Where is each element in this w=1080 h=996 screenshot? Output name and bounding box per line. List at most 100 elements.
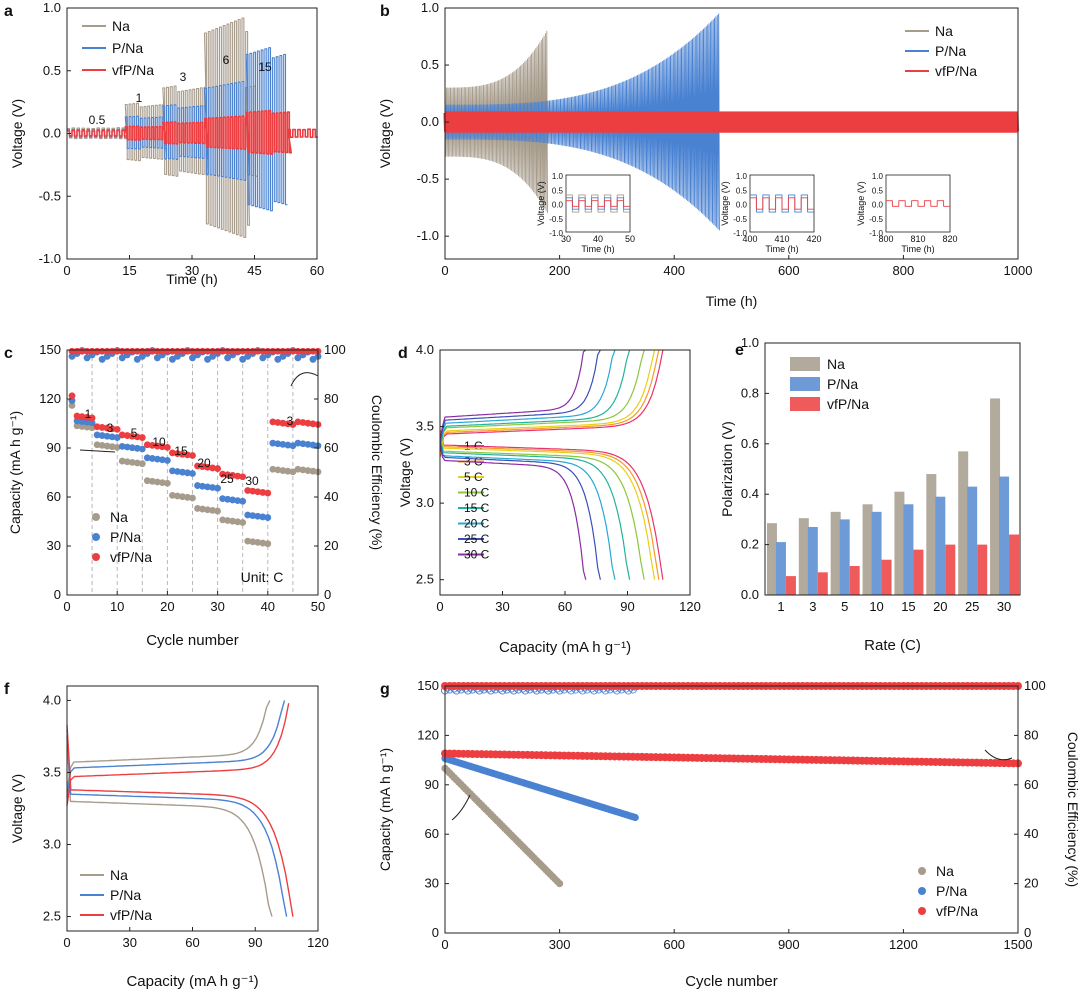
y-tick-label: 2.5: [416, 572, 434, 587]
bar-P/Na-30: [999, 476, 1010, 595]
legend-swatch: [790, 357, 820, 371]
capacity-point: [164, 457, 171, 464]
capacity-point: [219, 495, 227, 503]
ce-point: [133, 355, 141, 363]
capacity-point: [98, 424, 106, 431]
charge-curve-20 C: [439, 349, 616, 447]
capacity-point: [254, 488, 262, 496]
capacity-point: [133, 459, 141, 467]
inset-y-tick: 0.0: [552, 201, 564, 210]
legend-swatch: [790, 377, 820, 391]
inset-line: [566, 200, 630, 207]
discharge-curve-5 C: [439, 432, 656, 580]
x-tick-label: 60: [185, 935, 199, 950]
rate-label: 3: [287, 414, 294, 428]
capacity-point: [184, 469, 191, 477]
capacity-point: [113, 434, 121, 441]
x-tick-label: 90: [248, 935, 262, 950]
capacity-point: [83, 413, 91, 421]
charge-curve-30 C: [439, 349, 587, 441]
charge-curve-Na: [66, 700, 271, 792]
capacity-point: [219, 470, 227, 478]
capacity-point: [244, 487, 252, 494]
capacity-point: [274, 440, 282, 448]
capacity-point: [138, 460, 146, 468]
capacity-point: [294, 439, 302, 447]
panel-b-frame: [444, 7, 1019, 260]
inset-y-tick: -0.5: [733, 215, 747, 224]
capacity-point: [153, 455, 161, 463]
capacity-point: [299, 466, 307, 474]
capacity-point: [68, 402, 76, 409]
capacity-point: [209, 484, 216, 491]
capacity-point: [88, 414, 96, 422]
inset-y-tick: -1.0: [549, 229, 563, 238]
ce-point: [68, 352, 76, 360]
ce-point: [279, 352, 287, 360]
capacity-point: [234, 497, 242, 504]
cycling-line-vfP/Na: [443, 111, 1019, 133]
y-tick-label: -0.5: [417, 171, 439, 186]
capacity-point: [219, 516, 227, 524]
inset-x-tick: 810: [910, 234, 925, 244]
legend-30-C: 30 C: [464, 548, 490, 562]
bar-vfP/Na-10: [881, 559, 892, 595]
capacity-point: [264, 540, 272, 548]
inset-y-tick: 0.5: [736, 186, 748, 195]
inset-x-tick: 420: [806, 234, 821, 244]
capacity-point: [118, 457, 126, 465]
y2-tick-label: 20: [324, 538, 338, 553]
capacity-point: [229, 496, 237, 504]
inset-x-label: Time (h): [581, 244, 614, 254]
legend-15-C: 15 C: [464, 501, 490, 515]
x-tick-label: 20: [160, 599, 174, 614]
capacity-point: [284, 420, 292, 428]
discharge-curve-10 C: [439, 435, 645, 580]
bar-Na-30: [990, 398, 1001, 595]
capacity-point: [234, 472, 242, 480]
capacity-point: [259, 539, 267, 547]
y-tick-label: 90: [425, 777, 439, 792]
legend-Na-marker: [92, 513, 100, 521]
legend-vfP/Na-marker: [92, 553, 100, 561]
capacity-point: [294, 465, 302, 473]
legend-P/Na: P/Na: [110, 887, 141, 903]
series-vfP/Na-group: [441, 682, 1022, 768]
inset-y-tick: -1.0: [733, 229, 747, 238]
ce-point: [244, 352, 252, 360]
panel-c-frame: [66, 349, 319, 596]
x-tick-label: 30: [123, 935, 137, 950]
x-axis-label: Time (h): [166, 271, 218, 287]
capacity-point: [284, 441, 292, 449]
y-tick-label: 0.0: [741, 587, 759, 602]
capacity-point: [184, 493, 191, 501]
inset-x-tick: 50: [625, 234, 635, 244]
y2-tick-label: 60: [1024, 777, 1038, 792]
rate-annotation: 3: [180, 70, 187, 84]
y-tick-label: 1.0: [741, 335, 759, 350]
ce-point: [174, 352, 181, 360]
charge-curve-P/Na: [66, 700, 286, 798]
capacity-point: [128, 432, 136, 440]
capacity-point: [199, 505, 206, 513]
x-tick-label: 25: [965, 599, 979, 614]
y-tick-label: 0.0: [43, 126, 61, 141]
inset-y-tick: -0.5: [549, 215, 563, 224]
x-axis-label: Time (h): [706, 293, 758, 309]
capacity-point: [133, 433, 141, 441]
y-tick-label: 0.8: [741, 385, 759, 400]
x-tick-label: 60: [310, 263, 324, 278]
capacity-point: [93, 441, 101, 449]
x-axis-label: Capacity (mA h g⁻¹): [126, 973, 258, 990]
rate-annotation: 15: [258, 60, 272, 74]
capacity-point: [103, 432, 111, 440]
legend-1-C: 1 C: [464, 439, 483, 453]
ce-point: [118, 354, 126, 362]
bar-vfP/Na-25: [977, 544, 988, 595]
arrow-to-right-axis: [290, 372, 319, 387]
panel-e-frame: [764, 342, 1021, 596]
inset-x-tick: 800: [878, 234, 893, 244]
y-axis-label: Capacity (mA h g⁻¹): [377, 748, 393, 871]
charge-curve-1 C: [439, 349, 664, 458]
capacity-point: [179, 468, 186, 476]
